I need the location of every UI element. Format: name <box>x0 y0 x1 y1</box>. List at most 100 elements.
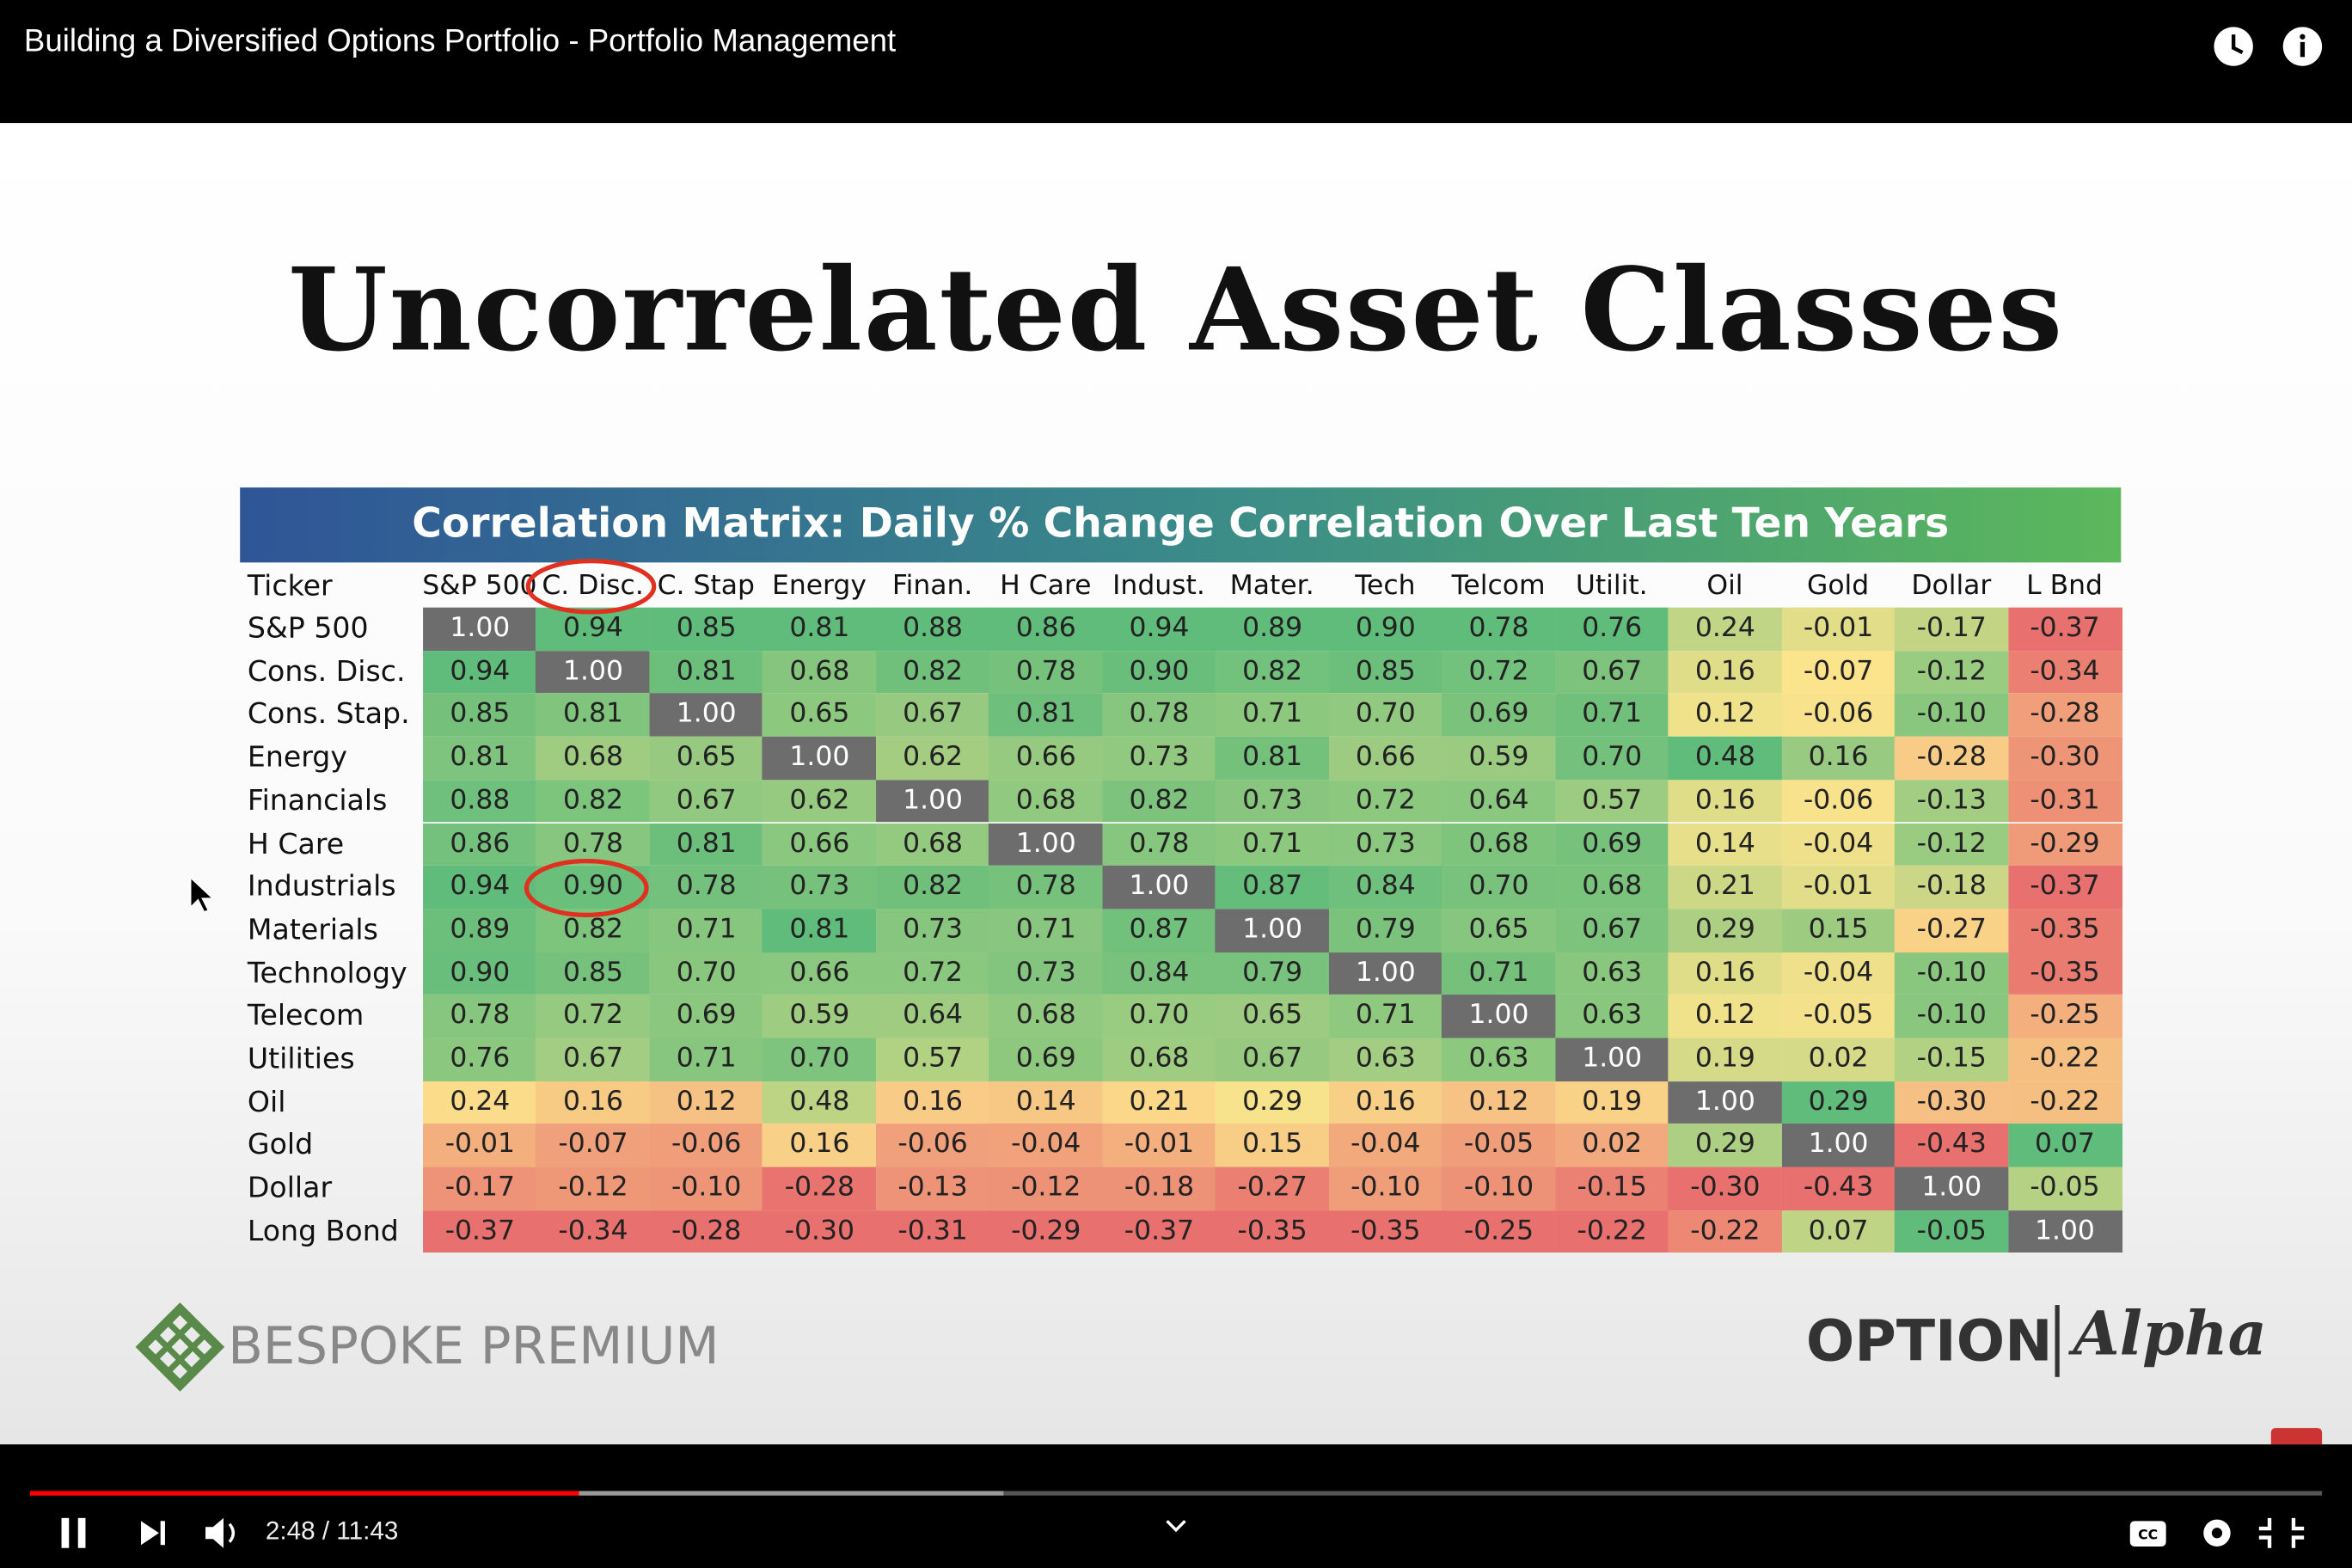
matrix-cell: 1.00 <box>1442 995 1556 1038</box>
matrix-cell: -0.04 <box>1781 952 1896 995</box>
matrix-cell: 0.29 <box>1215 1081 1330 1124</box>
matrix-cell: 0.02 <box>1781 1038 1896 1081</box>
matrix-cell: 0.84 <box>1102 952 1216 995</box>
matrix-cell: -0.01 <box>1781 866 1896 910</box>
bespoke-logo-icon <box>135 1302 225 1392</box>
matrix-cell: 0.29 <box>1668 1124 1783 1167</box>
playback-buttons[interactable] <box>54 1510 249 1555</box>
matrix-cell: 0.78 <box>423 995 537 1038</box>
matrix-cell: -0.12 <box>989 1167 1104 1210</box>
watch-later-icon[interactable] <box>2211 24 2256 69</box>
matrix-cell: -0.13 <box>1894 779 2009 824</box>
matrix-cell: 1.00 <box>763 736 877 780</box>
matrix-cell: 0.67 <box>1215 1038 1330 1081</box>
row-label: Telecom <box>247 999 364 1033</box>
matrix-cell: 0.19 <box>1554 1081 1669 1124</box>
matrix-cell: -0.25 <box>1442 1210 1556 1253</box>
matrix-cell: -0.35 <box>2007 909 2122 952</box>
row-label: Technology <box>247 956 407 989</box>
matrix-cell: 1.00 <box>536 650 651 694</box>
matrix-cell: -0.17 <box>423 1167 537 1210</box>
matrix-cell: 0.78 <box>536 823 651 867</box>
matrix-cell: 0.12 <box>1442 1081 1556 1124</box>
chapter-chevron[interactable] <box>1164 1516 1188 1534</box>
matrix-cell: 0.14 <box>989 1081 1104 1124</box>
matrix-cell: 0.87 <box>1215 866 1330 910</box>
matrix-cell: 0.63 <box>1328 1038 1443 1081</box>
matrix-cell: 0.59 <box>1442 736 1556 780</box>
matrix-cell: 0.94 <box>1102 607 1216 651</box>
matrix-cell: -0.12 <box>1894 823 2009 867</box>
matrix-cell: 0.78 <box>989 866 1104 910</box>
matrix-cell: 0.72 <box>875 952 990 995</box>
matrix-cell: 0.67 <box>536 1038 651 1081</box>
slide-title: Uncorrelated Asset Classes <box>288 242 2064 377</box>
matrix-cell: -0.22 <box>2007 1038 2122 1081</box>
matrix-cell: 0.71 <box>1215 693 1330 737</box>
matrix-cell: 0.63 <box>1554 952 1669 995</box>
matrix-cell: 0.82 <box>1102 779 1216 824</box>
progress-track[interactable] <box>29 1491 2323 1496</box>
matrix-cell: -0.37 <box>1102 1210 1216 1253</box>
player-controls: 2:48 / 11:43 CC <box>0 1444 2352 1568</box>
matrix-cell: 0.71 <box>649 909 763 952</box>
matrix-cell: -0.06 <box>1781 693 1896 737</box>
matrix-cell: 0.62 <box>875 736 990 780</box>
column-header: Finan. <box>891 570 973 602</box>
matrix-cell: 0.90 <box>536 866 651 910</box>
matrix-cell: 0.82 <box>875 650 990 694</box>
matrix-cell: 0.69 <box>1442 693 1556 737</box>
matrix-cell: 0.64 <box>1442 779 1556 824</box>
matrix-cell: 0.67 <box>649 779 763 824</box>
matrix-cell: 0.72 <box>1442 650 1556 694</box>
info-icon[interactable] <box>2280 24 2324 69</box>
matrix-cell: 0.68 <box>1554 866 1669 910</box>
table-caption: Correlation Matrix: Daily % Change Corre… <box>240 487 2122 563</box>
matrix-cell: -0.31 <box>2007 779 2122 824</box>
matrix-cell: 0.76 <box>423 1038 537 1081</box>
matrix-cell: 1.00 <box>1215 909 1330 952</box>
matrix-cell: 0.82 <box>875 866 990 910</box>
matrix-cell: 0.63 <box>1554 995 1669 1038</box>
matrix-cell: 0.69 <box>1554 823 1669 867</box>
matrix-cell: 0.16 <box>536 1081 651 1124</box>
matrix-cell: -0.37 <box>2007 866 2122 910</box>
matrix-cell: -0.35 <box>1328 1210 1443 1253</box>
matrix-cell: 1.00 <box>1328 952 1443 995</box>
matrix-cell: 1.00 <box>649 693 763 737</box>
matrix-cell: 0.66 <box>1328 736 1443 780</box>
matrix-cell: 0.68 <box>763 650 877 694</box>
row-label: Materials <box>247 913 378 946</box>
matrix-cell: -0.22 <box>2007 1081 2122 1124</box>
matrix-cell: 0.70 <box>1328 693 1443 737</box>
matrix-cell: 0.65 <box>649 736 763 780</box>
matrix-cell: -0.22 <box>1668 1210 1783 1253</box>
row-label: Financials <box>247 784 388 818</box>
svg-text:CC: CC <box>2138 1526 2158 1542</box>
matrix-cell: 0.67 <box>1554 650 1669 694</box>
matrix-cell: 0.81 <box>1215 736 1330 780</box>
matrix-cell: 0.89 <box>423 909 537 952</box>
matrix-cell: -0.43 <box>1781 1167 1896 1210</box>
settings-buttons[interactable]: CC <box>2124 1510 2310 1555</box>
matrix-cell: 0.86 <box>989 607 1104 651</box>
matrix-cell: -0.18 <box>1894 866 2009 910</box>
matrix-cell: 0.76 <box>1554 607 1669 651</box>
matrix-cell: 0.86 <box>423 823 537 867</box>
column-header: Gold <box>1807 570 1870 602</box>
matrix-cell: 0.85 <box>423 693 537 737</box>
matrix-cell: 0.68 <box>1102 1038 1216 1081</box>
matrix-cell: 0.29 <box>1668 909 1783 952</box>
matrix-cell: 0.07 <box>1781 1210 1896 1253</box>
matrix-cell: -0.12 <box>1894 650 2009 694</box>
column-header: Dollar <box>1911 570 1992 602</box>
option-logo: OPTION <box>1805 1308 2053 1375</box>
mouse-cursor <box>189 875 215 913</box>
matrix-cell: 0.62 <box>763 779 877 824</box>
row-label: H Care <box>247 827 345 861</box>
corner-label: Ticker <box>247 570 333 603</box>
matrix-cell: 0.88 <box>423 779 537 824</box>
matrix-cell: 0.24 <box>423 1081 537 1124</box>
video-title[interactable]: Building a Diversified Options Portfolio… <box>23 23 897 59</box>
